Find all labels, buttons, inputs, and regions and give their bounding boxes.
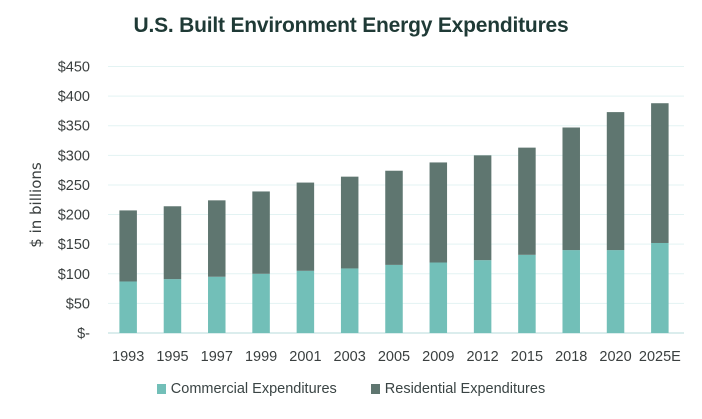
y-tick-label: $- — [77, 326, 90, 342]
bar-residential — [651, 103, 669, 243]
y-tick-label: $50 — [66, 296, 90, 312]
bar-commercial — [208, 276, 226, 333]
bar-commercial — [163, 279, 182, 333]
bar-commercial — [651, 242, 669, 333]
x-tick-label: 2020 — [599, 349, 631, 365]
legend-label-residential: Residential Expenditures — [384, 381, 546, 397]
x-tick-label: 1999 — [245, 349, 277, 365]
x-tick-label: 1993 — [112, 349, 144, 365]
legend-swatch-commercial — [156, 384, 166, 394]
x-tick-label: 2025E — [639, 349, 681, 365]
bar-residential — [208, 200, 226, 277]
x-tick-label: 2005 — [378, 349, 410, 365]
bar-commercial — [252, 273, 270, 333]
bar-residential — [163, 206, 182, 280]
bar-residential — [385, 170, 403, 265]
y-tick-label: $400 — [58, 89, 90, 105]
bar-residential — [429, 162, 448, 263]
bar-residential — [473, 155, 492, 261]
bar-commercial — [296, 270, 315, 333]
bar-residential — [252, 191, 270, 274]
legend-swatch-residential — [370, 384, 380, 394]
x-tick-label: 2018 — [555, 349, 587, 365]
x-tick-label: 2001 — [289, 349, 321, 365]
x-tick-label: 2009 — [422, 349, 454, 365]
bar-commercial — [340, 268, 359, 333]
y-tick-label: $100 — [58, 267, 90, 283]
y-axis-ticks: $- $50 $100 $150 $200 $250 $300 $350 $400 $450 — [58, 60, 90, 343]
legend-label-commercial: Commercial Expenditures — [170, 381, 337, 397]
y-tick-label: $300 — [58, 148, 90, 164]
y-axis-label: $ in billions — [27, 162, 45, 248]
bar-residential — [119, 210, 137, 282]
y-tick-label: $450 — [58, 60, 90, 76]
legend-item-commercial: Commercial Expenditures — [156, 381, 337, 397]
bars — [119, 103, 669, 333]
y-tick-label: $250 — [58, 178, 90, 194]
bar-commercial — [119, 281, 137, 333]
x-tick-label: 1997 — [201, 349, 233, 365]
bar-residential — [296, 182, 315, 271]
bar-commercial — [473, 260, 492, 333]
x-axis-ticks: 1993 1995 1997 1999 2001 2003 2005 2009 2012 2015… — [112, 349, 681, 365]
bar-commercial — [606, 250, 625, 333]
bar-commercial — [429, 262, 448, 333]
chart-title: U.S. Built Environment Energy Expenditur… — [133, 14, 569, 37]
x-tick-label: 1995 — [156, 349, 188, 365]
y-tick-label: $150 — [58, 237, 90, 253]
bar-residential — [606, 112, 625, 251]
bar-residential — [340, 176, 359, 269]
bar-residential — [562, 127, 580, 251]
x-tick-label: 2015 — [511, 349, 543, 365]
y-tick-label: $350 — [58, 119, 90, 135]
bar-commercial — [562, 250, 580, 333]
bar-commercial — [518, 254, 536, 333]
legend-item-residential: Residential Expenditures — [370, 381, 546, 397]
bar-commercial — [385, 264, 403, 333]
legend: Commercial Expenditures Residential Expe… — [0, 381, 702, 397]
y-tick-label: $200 — [58, 208, 90, 224]
stacked-bar-chart: $- $50 $100 $150 $200 $250 $300 $350 $400 $450 19… — [27, 60, 684, 365]
x-tick-label: 2012 — [466, 349, 498, 365]
bar-residential — [518, 147, 536, 255]
x-tick-label: 2003 — [334, 349, 366, 365]
